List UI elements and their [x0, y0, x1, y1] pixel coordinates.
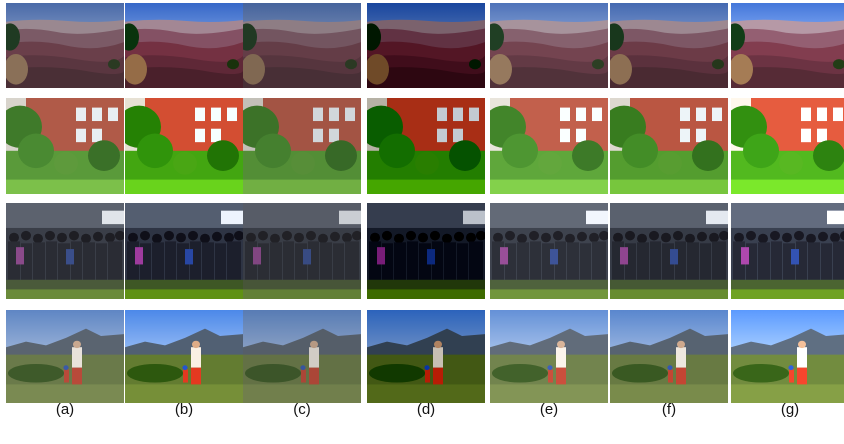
thumbnail-canyon-landscape-6 — [731, 3, 844, 88]
thumbnail-street-crowd-6 — [731, 203, 844, 299]
thumbnail-brick-building-garden-3 — [367, 98, 485, 194]
thumbnail-brick-building-garden-0 — [6, 98, 124, 194]
thumbnail-canyon-landscape-5 — [610, 3, 728, 88]
thumbnail-brick-building-garden-6 — [731, 98, 844, 194]
thumbnail-mountain-valley-with-person-5 — [610, 310, 728, 403]
thumbnail-brick-building-garden-5 — [610, 98, 728, 194]
thumbnail-street-crowd-1 — [125, 203, 243, 299]
column-label-2: (c) — [293, 401, 311, 418]
column-label-5: (f) — [661, 401, 677, 418]
thumbnail-street-crowd-4 — [490, 203, 608, 299]
thumbnail-canyon-landscape-2 — [243, 3, 361, 88]
thumbnail-mountain-valley-with-person-3 — [367, 310, 485, 403]
thumbnail-canyon-landscape-0 — [6, 3, 124, 88]
thumbnail-street-crowd-0 — [6, 203, 124, 299]
column-label-0: (a) — [55, 401, 75, 418]
column-label-6: (g) — [780, 401, 800, 418]
column-label-1: (b) — [174, 401, 194, 418]
thumbnail-mountain-valley-with-person-0 — [6, 310, 124, 403]
thumbnail-brick-building-garden-1 — [125, 98, 243, 194]
thumbnail-mountain-valley-with-person-6 — [731, 310, 844, 403]
thumbnail-mountain-valley-with-person-2 — [243, 310, 361, 403]
thumbnail-brick-building-garden-2 — [243, 98, 361, 194]
column-label-3: (d) — [416, 401, 436, 418]
thumbnail-mountain-valley-with-person-1 — [125, 310, 243, 403]
thumbnail-mountain-valley-with-person-4 — [490, 310, 608, 403]
column-label-4: (e) — [539, 401, 559, 418]
thumbnail-street-crowd-5 — [610, 203, 728, 299]
thumbnail-brick-building-garden-4 — [490, 98, 608, 194]
thumbnail-street-crowd-2 — [243, 203, 361, 299]
thumbnail-canyon-landscape-1 — [125, 3, 243, 88]
thumbnail-canyon-landscape-4 — [490, 3, 608, 88]
thumbnail-canyon-landscape-3 — [367, 3, 485, 88]
thumbnail-street-crowd-3 — [367, 203, 485, 299]
